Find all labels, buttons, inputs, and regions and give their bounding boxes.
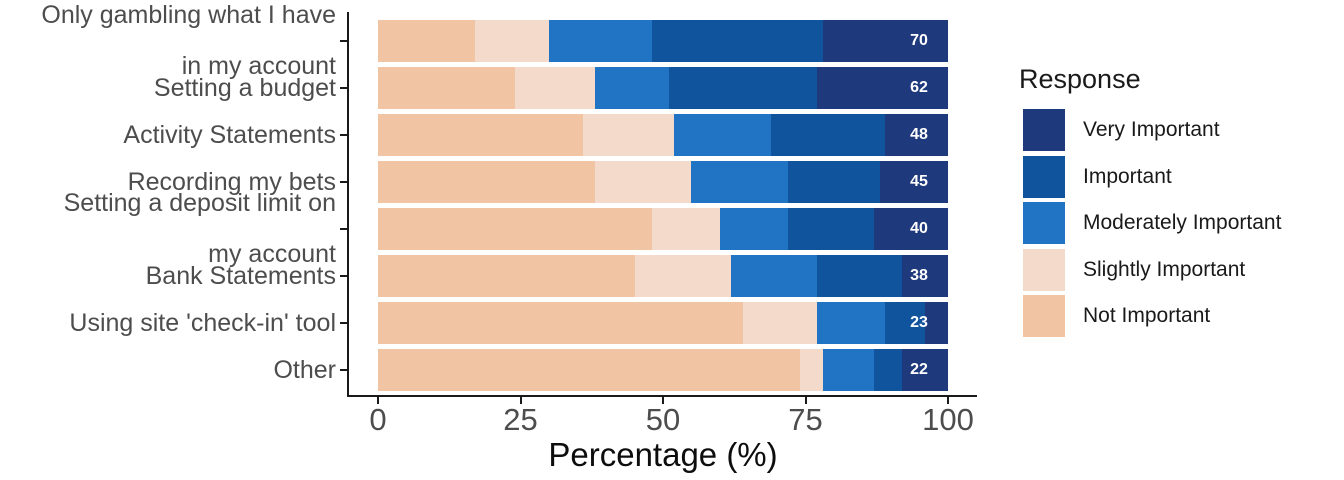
bar-segment-slightly-important [799,349,823,391]
bar-row-setting-a-budget: 62 [378,67,948,109]
bar-segment-important [668,67,817,109]
y-axis-label-only-gambling-what-i-have-in-my-account: Only gambling what I have in my account [41,1,336,80]
bar-segment-slightly-important [742,302,817,344]
bar-segment-very-important [925,302,948,344]
y-tick [340,134,348,136]
y-tick [340,369,348,371]
bar-value-label: 70 [910,32,928,49]
legend-item-label-slightly-important: Slightly Important [1083,257,1246,281]
y-axis-label-bank-statements: Bank Statements [145,261,336,290]
bar-value-label: 38 [910,267,928,284]
y-axis-label-recording-my-bets: Recording my bets [127,167,336,196]
legend-item-label-not-important: Not Important [1083,304,1211,327]
bar-segment-moderately-important [691,161,789,203]
bar-value-label: 40 [910,220,928,237]
bar-segment-slightly-important [514,67,595,109]
legend-title: Response [1019,64,1141,94]
bar-segment-moderately-important [822,349,874,391]
bar-segment-moderately-important [719,208,789,250]
bar-segment-very-important [879,161,948,203]
y-tick [340,275,348,277]
x-axis-title: Percentage (%) [548,436,778,473]
bar-segment-slightly-important [474,20,549,62]
y-tick [340,228,348,230]
bar-segment-not-important [378,255,635,297]
bar-value-label: 48 [910,126,928,143]
bar-segment-not-important [378,20,475,62]
legend-item-label-very-important: Very Important [1083,118,1220,141]
bar-row-recording-my-bets: 45 [378,161,948,203]
bar-value-label: 62 [910,79,928,96]
bar-segment-very-important [902,349,948,391]
y-axis-label-other: Other [273,355,336,384]
bar-segment-slightly-important [634,255,732,297]
y-axis-label-setting-a-budget: Setting a budget [153,73,336,102]
bar-segment-slightly-important [583,114,675,156]
bar-segment-moderately-important [594,67,669,109]
legend-swatch-very-important [1023,109,1065,151]
bar-segment-important [873,349,903,391]
bar-segment-not-important [378,114,584,156]
bar-row-setting-a-deposit-limit-on-my-account: 40 [378,208,948,250]
bar-segment-important [651,20,823,62]
bar-segment-moderately-important [548,20,652,62]
bar-row-using-site-check-in-tool: 23 [378,302,948,344]
bar-segment-very-important [822,20,948,62]
bar-segment-moderately-important [674,114,772,156]
legend-item-label-moderately-important: Moderately Important [1083,211,1282,234]
y-tick [340,87,348,89]
bar-row-bank-statements: 38 [378,255,948,297]
bar-segment-slightly-important [594,161,692,203]
bar-segment-not-important [378,349,800,391]
y-axis-label-activity-statements: Activity Statements [123,120,336,149]
bar-segment-not-important [378,161,595,203]
x-tick [662,397,664,404]
y-tick [340,181,348,183]
x-tick [377,397,379,404]
bar-value-label: 22 [910,361,928,378]
bar-segment-very-important [873,208,948,250]
bar-value-label: 45 [910,173,928,190]
y-axis-label-setting-a-deposit-limit-on-my-account: Setting a deposit limit on my account [63,189,336,268]
y-axis-label-using-site-check-in-tool: Using site 'check-in' tool [69,308,336,337]
bar-segment-not-important [378,302,743,344]
x-tick-label-25: 25 [503,402,538,437]
bar-segment-very-important [902,255,948,297]
legend-item-label-important: Important [1083,164,1172,188]
bar-row-other: 22 [378,349,948,391]
legend-swatch-slightly-important [1023,248,1065,291]
bar-segment-not-important [378,208,652,250]
x-tick-label-75: 75 [788,402,823,437]
bar-segment-moderately-important [731,255,817,297]
x-tick [519,397,522,404]
bar-row-only-gambling-what-i-have-in-my-account: 70 [378,20,948,62]
bar-row-activity-statements: 48 [378,114,948,156]
bar-segment-slightly-important [651,208,720,250]
bar-segment-very-important [885,114,948,156]
plot-panel [347,12,977,397]
bar-value-label: 23 [910,314,928,331]
y-tick [340,40,348,42]
legend-swatch-important [1023,155,1065,198]
x-tick-label-0: 0 [369,402,387,437]
bar-segment-important [816,255,903,297]
y-tick [340,322,348,324]
bar-segment-important [788,161,880,203]
x-tick-label-100: 100 [922,402,974,437]
bar-segment-important [788,208,874,250]
legend-swatch-moderately-important [1023,202,1065,244]
x-tick [804,397,807,404]
x-tick [947,397,949,404]
bar-segment-moderately-important [816,302,886,344]
bar-segment-not-important [378,67,515,109]
legend-swatch-not-important [1023,295,1065,337]
bar-segment-very-important [816,67,948,109]
bar-segment-important [771,114,886,156]
x-tick-label-50: 50 [645,402,681,437]
bar-segment-important [885,302,926,344]
